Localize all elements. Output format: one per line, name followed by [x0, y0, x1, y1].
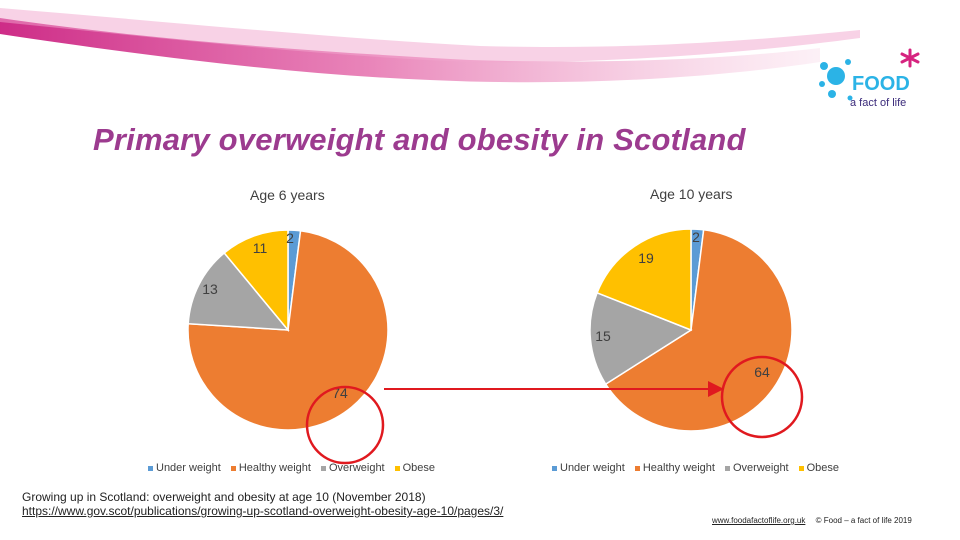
source-text: Growing up in Scotland: overweight and o…: [22, 490, 426, 504]
pie-1-highlight-circle: [720, 355, 804, 439]
legend-age-10: Under weight Healthy weight Overweight Obes…: [552, 462, 839, 474]
logo-word-food: FOOD: [852, 73, 910, 95]
copyright-text: © Food – a fact of life 2019: [815, 516, 912, 525]
pie-1-data-label-obese: 19: [638, 250, 654, 266]
footer-credits: www.foodafactoflife.org.uk © Food – a fa…: [712, 516, 912, 525]
legend-1-item-overweight: Overweight: [724, 462, 789, 474]
pie-1-data-label-under-weight: 2: [692, 229, 700, 245]
legend-label: Overweight: [328, 462, 385, 474]
pie-0-data-label-overweight: 13: [202, 281, 218, 297]
pie-0-highlight-circle: [305, 385, 385, 465]
legend-0-item-obese: Obese: [394, 462, 436, 474]
pie-0-data-label-under-weight: 2: [286, 230, 294, 246]
site-link[interactable]: www.foodafactoflife.org.uk: [712, 516, 806, 525]
legend-label: Healthy weight: [238, 462, 311, 474]
legend-swatch: [148, 465, 153, 471]
legend-swatch: [552, 465, 557, 471]
legend-swatch: [320, 465, 326, 471]
legend-label: Under weight: [560, 462, 625, 474]
legend-1-item-obese: Obese: [798, 462, 840, 474]
header-banner: [0, 8, 860, 83]
legend-0-item-healthy-weight: Healthy weight: [230, 462, 311, 474]
logo-splash-icon: [819, 59, 853, 101]
pie-0-slice-obese: [223, 229, 289, 333]
legend-label: Under weight: [156, 462, 221, 474]
legend-1-item-under-weight: Under weight: [552, 462, 625, 474]
legend-age-6: Under weight Healthy weight Overweight Obes…: [148, 462, 435, 474]
legend-swatch: [230, 465, 236, 471]
source-citation: Growing up in Scotland: overweight and o…: [22, 490, 503, 518]
logo-asterisk-icon: [900, 48, 920, 68]
legend-label: Obese: [806, 462, 840, 474]
legend-0-item-overweight: Overweight: [320, 462, 385, 474]
legend-swatch: [798, 465, 804, 471]
pie-title-age-6: Age 6 years: [250, 187, 325, 203]
legend-0-item-under-weight: Under weight: [148, 462, 221, 474]
pie-1-slice-overweight: [589, 291, 693, 386]
pie-1-slice-healthy-weight: [604, 228, 793, 432]
pie-0-data-label-obese: 11: [253, 240, 268, 256]
pie-0-slice-overweight: [187, 251, 290, 331]
food-a-fact-of-life-logo: FOOD a fact of life: [819, 48, 920, 109]
pie-1-data-label-overweight: 15: [595, 328, 611, 344]
pie-1-slice-obese: [596, 228, 692, 332]
legend-swatch: [394, 465, 400, 471]
slide-title: Primary overweight and obesity in Scotla…: [93, 122, 746, 157]
legend-label: Healthy weight: [642, 462, 715, 474]
logo-tagline: a fact of life: [850, 97, 906, 109]
legend-label: Overweight: [732, 462, 789, 474]
legend-label: Obese: [402, 462, 436, 474]
pie-1-data-label-healthy-weight: 64: [754, 364, 770, 380]
legend-swatch: [634, 465, 640, 471]
source-link[interactable]: https://www.gov.scot/publications/growin…: [22, 504, 504, 518]
legend-1-item-healthy-weight: Healthy weight: [634, 462, 715, 474]
pie-title-age-10: Age 10 years: [650, 186, 733, 202]
legend-swatch: [724, 465, 730, 471]
